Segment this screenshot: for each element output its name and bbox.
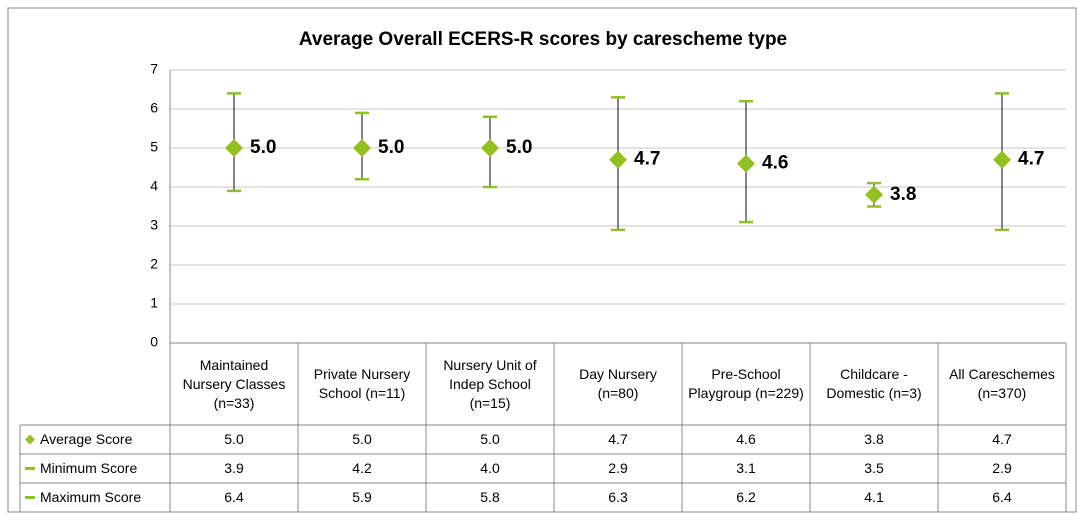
legend-label: Maximum Score — [40, 489, 142, 505]
table-value: 6.4 — [224, 489, 244, 505]
legend-marker — [25, 434, 35, 445]
average-marker — [609, 150, 627, 169]
table-value: 5.9 — [352, 489, 372, 505]
table-value: 4.2 — [352, 460, 372, 476]
table-value: 4.7 — [608, 431, 628, 447]
table-value: 5.0 — [224, 431, 244, 447]
y-tick-label: 7 — [150, 61, 158, 77]
category-label: Childcare - Domestic (n=3) — [826, 366, 922, 401]
average-marker — [993, 150, 1011, 169]
y-tick-label: 2 — [150, 256, 158, 272]
category-label: Day Nursery (n=80) — [579, 366, 657, 401]
table-value: 6.4 — [992, 489, 1012, 505]
table-value: 5.8 — [480, 489, 500, 505]
table-value: 4.7 — [992, 431, 1012, 447]
data-label: 5.0 — [378, 137, 404, 158]
data-label: 5.0 — [250, 137, 276, 158]
data-label: 5.0 — [506, 137, 532, 158]
table-value: 6.2 — [736, 489, 756, 505]
table-value: 2.9 — [608, 460, 628, 476]
table-value: 3.8 — [864, 431, 884, 447]
table-value: 3.5 — [864, 460, 884, 476]
y-tick-label: 5 — [150, 139, 158, 155]
data-label: 4.7 — [1018, 149, 1044, 170]
category-label: Pre-School Playgroup (n=229) — [688, 366, 804, 401]
table-value: 5.0 — [352, 431, 372, 447]
table-value: 3.9 — [224, 460, 244, 476]
table-value: 4.0 — [480, 460, 500, 476]
category-label: Private Nursery School (n=11) — [313, 366, 411, 401]
category-label: All Careschemes (n=370) — [949, 366, 1055, 401]
y-tick-label: 4 — [150, 178, 158, 194]
data-label: 3.8 — [890, 184, 916, 205]
table-value: 6.3 — [608, 489, 628, 505]
table-value: 2.9 — [992, 460, 1012, 476]
table-value: 3.1 — [736, 460, 756, 476]
data-label: 4.7 — [634, 149, 660, 170]
average-marker — [353, 139, 371, 157]
table-value: 4.6 — [736, 431, 756, 447]
average-marker — [481, 139, 499, 157]
data-label: 4.6 — [762, 153, 788, 174]
legend-label: Average Score — [40, 431, 133, 447]
category-label: Nursery Unit of Indep School (n=15) — [443, 356, 537, 411]
legend-label: Minimum Score — [40, 460, 138, 476]
chart-frame — [7, 7, 1077, 513]
y-tick-label: 1 — [150, 295, 158, 311]
table-value: 5.0 — [480, 431, 500, 447]
y-tick-label: 6 — [150, 100, 158, 116]
table-value: 4.1 — [864, 489, 884, 505]
y-tick-label: 3 — [150, 217, 158, 233]
average-marker — [225, 139, 243, 157]
chart-title: Average Overall ECERS-R scores by caresc… — [299, 29, 787, 50]
average-marker — [865, 185, 883, 204]
category-label: Maintained Nursery Classes (n=33) — [182, 356, 286, 411]
y-tick-label: 0 — [150, 334, 158, 350]
average-marker — [737, 154, 755, 173]
